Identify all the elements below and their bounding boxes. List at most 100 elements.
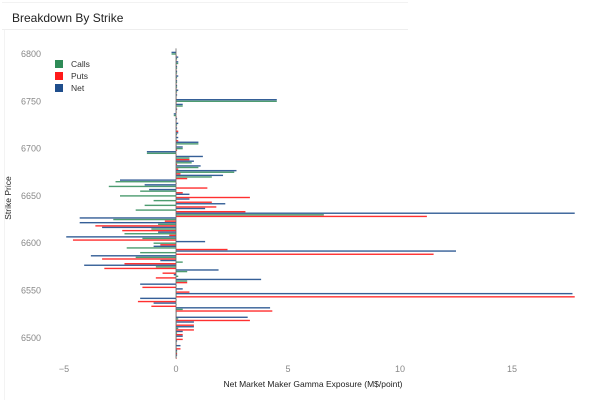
bar-puts-6490[interactable]: [176, 348, 181, 350]
bar-net-6535[interactable]: [153, 302, 176, 304]
bar-puts-6575[interactable]: [104, 267, 176, 270]
bar-net-6795[interactable]: [176, 56, 179, 58]
bar-net-6650[interactable]: [176, 193, 190, 195]
bar-net-6695[interactable]: [146, 151, 176, 153]
bar-net-6505[interactable]: [176, 330, 183, 333]
bar-net-6575[interactable]: [84, 264, 176, 266]
bar-puts-6505[interactable]: [176, 333, 183, 336]
bar-net-6610[interactable]: [158, 231, 176, 233]
bar-puts-6615[interactable]: [122, 229, 176, 232]
bar-calls-6575[interactable]: [155, 266, 176, 268]
bar-net-6485[interactable]: [176, 349, 178, 352]
bar-puts-6625[interactable]: [164, 220, 176, 222]
bar-puts-6675[interactable]: [176, 173, 181, 175]
bar-net-6530[interactable]: [176, 307, 271, 309]
bar-calls-6700[interactable]: [176, 147, 183, 150]
bar-puts-6690[interactable]: [176, 158, 190, 161]
bar-net-6595[interactable]: [153, 245, 176, 248]
bar-puts-6710[interactable]: [176, 140, 179, 142]
bar-calls-6685[interactable]: [176, 162, 192, 164]
bar-net-6550[interactable]: [176, 288, 183, 290]
bar-net-6585[interactable]: [90, 255, 176, 257]
bar-calls-6665[interactable]: [115, 181, 176, 183]
bar-calls-6675[interactable]: [176, 171, 235, 173]
bar-puts-6580[interactable]: [124, 263, 176, 265]
bar-puts-6640[interactable]: [176, 206, 217, 208]
bar-net-6495[interactable]: [176, 340, 178, 342]
bar-puts-6530[interactable]: [176, 310, 273, 312]
bar-calls-6585[interactable]: [135, 256, 176, 259]
bar-net-6600[interactable]: [176, 240, 206, 243]
bar-net-6720[interactable]: [176, 127, 178, 129]
bar-puts-6670[interactable]: [176, 177, 188, 180]
bar-puts-6540[interactable]: [137, 300, 176, 303]
bar-puts-6555[interactable]: [142, 286, 176, 289]
bar-net-6765[interactable]: [176, 84, 178, 87]
bar-calls-6655[interactable]: [140, 190, 176, 192]
bar-calls-6765[interactable]: [176, 86, 178, 88]
bar-calls-6780[interactable]: [176, 72, 178, 74]
bar-net-6800[interactable]: [171, 51, 176, 54]
bar-net-6630[interactable]: [176, 212, 575, 214]
bar-puts-6630[interactable]: [176, 215, 427, 218]
legend[interactable]: Calls Puts Net: [55, 59, 90, 93]
bar-puts-6535[interactable]: [151, 305, 176, 307]
bar-net-6760[interactable]: [176, 89, 179, 91]
bar-net-6775[interactable]: [176, 75, 179, 77]
bar-calls-6670[interactable]: [176, 176, 212, 178]
bar-net-6705[interactable]: [176, 141, 199, 143]
bar-calls-6795[interactable]: [176, 58, 178, 60]
bar-puts-6585[interactable]: [102, 258, 176, 260]
bar-calls-6770[interactable]: [176, 81, 178, 84]
bar-net-6490[interactable]: [176, 344, 181, 347]
bar-calls-6645[interactable]: [153, 199, 176, 202]
bar-net-6480[interactable]: [176, 354, 178, 356]
bar-calls-6565[interactable]: [176, 275, 179, 278]
bar-puts-6595[interactable]: [176, 248, 228, 251]
bar-calls-6520[interactable]: [176, 318, 179, 320]
bar-calls-6745[interactable]: [176, 105, 183, 107]
bar-net-6605[interactable]: [66, 236, 176, 238]
bar-calls-6600[interactable]: [153, 242, 176, 244]
bar-net-6770[interactable]: [176, 80, 178, 82]
bar-net-6750[interactable]: [176, 99, 277, 101]
bar-net-6645[interactable]: [176, 198, 190, 200]
legend-item-net[interactable]: Net: [55, 83, 85, 93]
bar-calls-6625[interactable]: [113, 218, 176, 221]
bar-net-6780[interactable]: [176, 70, 178, 73]
bar-net-6680[interactable]: [176, 165, 201, 167]
bar-net-6615[interactable]: [102, 226, 176, 229]
bar-puts-6570[interactable]: [162, 272, 176, 274]
bar-puts-6545[interactable]: [176, 296, 575, 298]
bar-puts-6700[interactable]: [176, 149, 178, 151]
bar-puts-6655[interactable]: [176, 192, 183, 194]
bar-puts-6515[interactable]: [176, 324, 194, 326]
bar-calls-6620[interactable]: [158, 223, 176, 225]
bar-net-6590[interactable]: [176, 250, 456, 252]
bar-puts-6650[interactable]: [176, 196, 250, 199]
bar-net-6710[interactable]: [176, 136, 179, 139]
bar-calls-6630[interactable]: [176, 214, 324, 216]
bar-puts-6610[interactable]: [169, 234, 176, 237]
bar-puts-6600[interactable]: [160, 244, 176, 246]
bar-net-6665[interactable]: [120, 179, 176, 181]
legend-item-puts[interactable]: Puts: [55, 71, 88, 81]
bar-calls-6650[interactable]: [120, 195, 176, 197]
bar-net-6580[interactable]: [160, 259, 176, 262]
bar-puts-6590[interactable]: [176, 253, 434, 255]
bar-calls-6640[interactable]: [144, 204, 176, 207]
bar-calls-6690[interactable]: [176, 157, 190, 159]
bar-puts-6680[interactable]: [176, 168, 179, 170]
bar-net-6640[interactable]: [176, 203, 226, 205]
bar-calls-6735[interactable]: [173, 114, 176, 117]
bar-net-6515[interactable]: [176, 321, 194, 323]
bar-calls-6485[interactable]: [176, 351, 178, 353]
bar-puts-6485[interactable]: [176, 352, 178, 355]
bar-puts-6550[interactable]: [176, 291, 190, 293]
bar-calls-6615[interactable]: [151, 228, 176, 230]
bar-puts-6520[interactable]: [176, 319, 250, 322]
bar-calls-6510[interactable]: [176, 327, 179, 330]
bar-net-6510[interactable]: [176, 326, 194, 328]
bar-puts-6620[interactable]: [95, 225, 176, 227]
bar-net-6520[interactable]: [176, 316, 248, 318]
